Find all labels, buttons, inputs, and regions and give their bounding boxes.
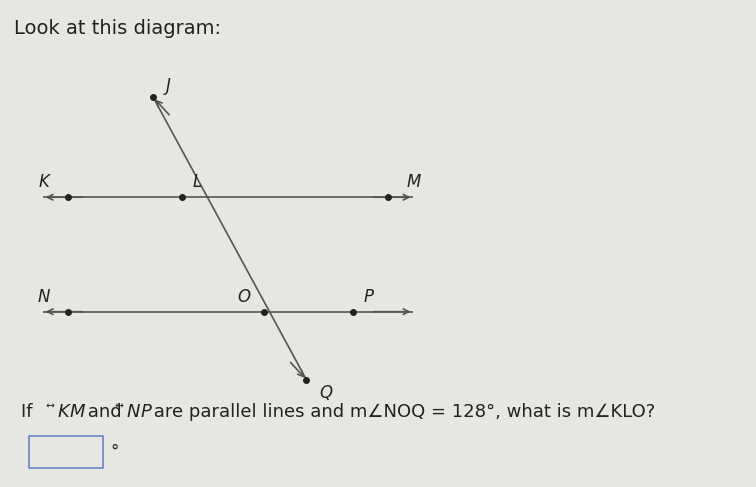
Text: are parallel lines and m∠NOQ = 128°, what is m∠KLO?: are parallel lines and m∠NOQ = 128°, wha… [148,403,655,420]
Text: J: J [166,77,171,95]
Text: L: L [193,173,202,191]
Text: If: If [21,403,39,420]
Text: N: N [38,288,50,306]
Text: M: M [406,173,420,191]
Text: °: ° [110,443,119,461]
Text: $\overleftrightarrow{NP}$: $\overleftrightarrow{NP}$ [116,403,153,420]
Text: O: O [238,288,251,306]
Text: P: P [364,288,373,306]
Text: and: and [82,403,127,420]
Text: Q: Q [319,384,333,402]
FancyBboxPatch shape [29,436,104,468]
Text: $\overleftrightarrow{KM}$: $\overleftrightarrow{KM}$ [46,403,87,420]
Text: Look at this diagram:: Look at this diagram: [14,19,222,38]
Text: K: K [39,173,50,191]
